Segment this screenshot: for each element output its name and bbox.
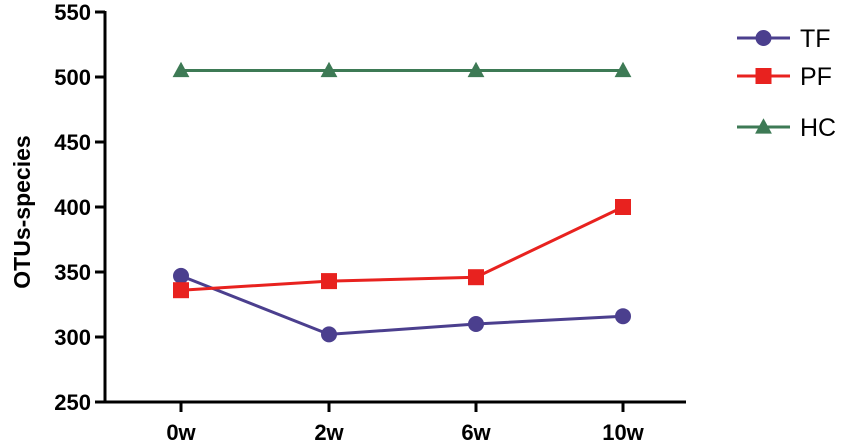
series-line-pf <box>180 205 624 292</box>
x-tick-label: 10w <box>602 420 644 443</box>
y-tick-label: 350 <box>54 260 91 285</box>
data-point-pf <box>468 269 484 286</box>
y-tick-label: 250 <box>54 390 91 415</box>
data-point-tf <box>468 316 484 332</box>
series-line-tf <box>180 274 624 336</box>
y-axis-title: OTUs-species <box>9 135 35 288</box>
y-tick-label: 450 <box>54 130 91 155</box>
data-point-hc <box>614 61 632 78</box>
data-point-tf <box>615 308 631 325</box>
legend: TF PF HC <box>737 25 836 142</box>
plot-area: 250 300 350 400 450 500 550 0w 2w 6w 10w <box>54 0 686 443</box>
legend-marker-pf <box>755 68 772 84</box>
data-point-hc <box>467 61 485 78</box>
legend-label-pf: PF <box>800 63 832 91</box>
data-point-pf <box>173 282 189 299</box>
legend-marker-hc <box>755 118 772 134</box>
y-tick-label: 300 <box>54 325 91 350</box>
data-point-hc <box>172 61 190 78</box>
legend-marker-tf <box>755 30 772 46</box>
data-point-tf <box>321 326 337 343</box>
y-tick-label: 400 <box>54 195 91 220</box>
data-point-tf <box>173 267 189 284</box>
data-point-pf <box>615 199 631 215</box>
legend-label-tf: TF <box>800 25 831 53</box>
x-tick-label: 0w <box>166 420 196 443</box>
legend-label-hc: HC <box>800 114 836 142</box>
data-point-pf <box>321 273 337 290</box>
y-tick-label: 550 <box>54 0 91 25</box>
data-point-hc <box>320 61 338 78</box>
x-tick-label: 2w <box>314 420 344 443</box>
y-tick-label: 500 <box>54 65 91 90</box>
x-tick-label: 6w <box>461 420 491 443</box>
